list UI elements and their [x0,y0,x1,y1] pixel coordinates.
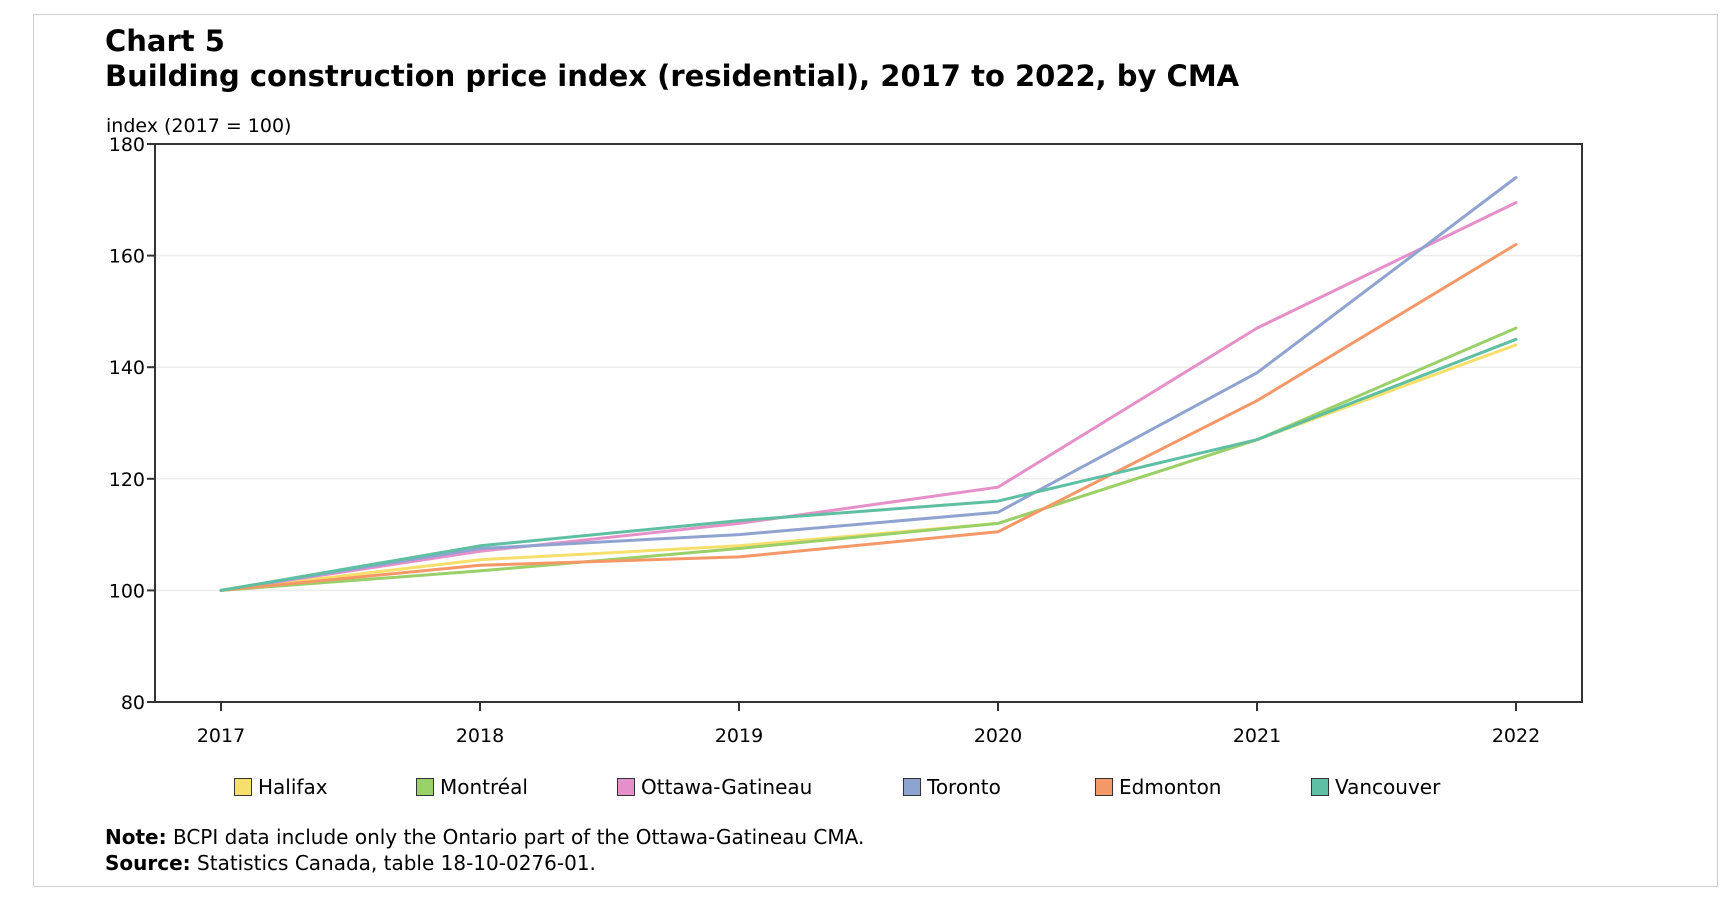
legend-item-edmonton: Edmonton [1095,772,1221,802]
legend-item-halifax: Halifax [234,772,328,802]
y-tick-label-80: 80 [121,692,145,714]
note-line: Note: BCPI data include only the Ontario… [105,824,864,850]
series-line-edmonton [219,242,1518,592]
x-tick-label-2019: 2019 [715,725,763,747]
legend-label-toronto: Toronto [927,775,1001,799]
y-tick-label-140: 140 [109,357,145,379]
legend-swatch-edmonton [1095,778,1113,796]
series-line-montr-al [219,326,1518,592]
legend-swatch-montr-al [416,778,434,796]
legend-label-edmonton: Edmonton [1119,775,1222,799]
y-tick-label-100: 100 [109,580,145,602]
chart-notes: Note: BCPI data include only the Ontario… [105,824,864,876]
legend-label-vancouver: Vancouver [1335,775,1441,799]
chart-title: Building construction price index (resid… [105,59,1240,93]
legend-label-montr-al: Montréal [440,775,528,799]
source-text: Statistics Canada, table 18-10-0276-01. [190,851,596,875]
x-tick-label-2021: 2021 [1233,725,1281,747]
x-tick-label-2022: 2022 [1492,725,1540,747]
legend-item-montr-al: Montréal [416,772,528,802]
legend-item-vancouver: Vancouver [1311,772,1440,802]
x-tick-label-2017: 2017 [197,725,245,747]
y-axis-unit-label: index (2017 = 100) [106,115,292,137]
y-tick-label-120: 120 [109,469,145,491]
legend-swatch-halifax [234,778,252,796]
legend-item-ottawa-gatineau: Ottawa-Gatineau [617,772,812,802]
note-label: Note: [105,825,167,849]
series-line-vancouver [219,337,1518,592]
note-text: BCPI data include only the Ontario part … [166,825,865,849]
y-tick-label-160: 160 [109,246,145,268]
legend-label-ottawa-gatineau: Ottawa-Gatineau [641,775,813,799]
x-tick-label-2018: 2018 [456,725,504,747]
series-line-toronto [219,176,1518,592]
chart-legend: Halifax Montréal Ottawa-Gatineau Toronto Edm… [234,772,1534,802]
legend-swatch-ottawa-gatineau [617,778,635,796]
source-line: Source: Statistics Canada, table 18-10-0… [105,850,864,876]
chart-frame [33,14,1718,887]
legend-swatch-toronto [903,778,921,796]
legend-label-halifax: Halifax [258,775,328,799]
y-tick-label-180: 180 [109,134,145,156]
chart-number: Chart 5 [105,24,225,58]
plot-area-border [154,143,1583,703]
legend-swatch-vancouver [1311,778,1329,796]
legend-item-toronto: Toronto [903,772,1001,802]
source-label: Source: [105,851,191,875]
series-line-halifax [219,343,1518,592]
x-tick-label-2020: 2020 [974,725,1022,747]
series-line-ottawa-gatineau [219,201,1518,592]
